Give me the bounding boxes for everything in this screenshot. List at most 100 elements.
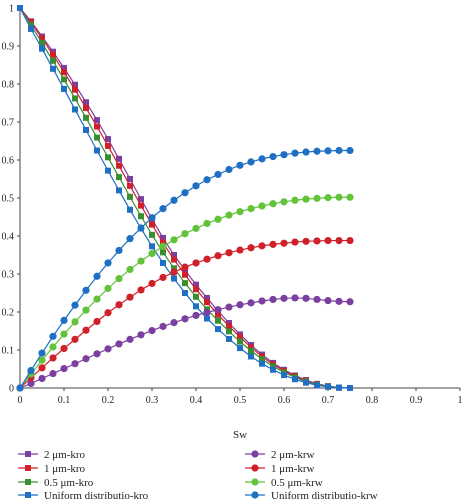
data-point [61,85,67,92]
legend-marker [251,464,259,472]
data-point [94,123,100,130]
data-point [159,273,167,282]
data-point [82,286,90,294]
legend-item: 0.5 μm-krw [245,477,323,489]
data-point [71,360,79,368]
data-point [16,384,24,392]
data-point [181,230,189,238]
data-point [116,162,122,169]
data-point [237,345,243,352]
data-point [105,136,111,143]
series-6 [16,193,354,392]
data-point [82,326,90,334]
data-point [94,147,100,154]
data-point [83,114,89,121]
data-point [93,295,101,303]
data-point [214,306,222,314]
data-point [335,193,343,201]
data-point [148,249,156,258]
x-tick-label: 0.7 [322,395,335,406]
x-axis-title: Sw [233,429,247,441]
data-point [291,149,299,157]
data-point [39,35,45,42]
legend-label: 2 μm-kro [44,449,86,461]
data-point [280,239,288,247]
data-point [115,301,123,309]
x-tick-label: 0.5 [234,395,247,406]
data-point [314,382,320,389]
data-point [346,298,354,306]
data-point [324,297,332,305]
data-point [170,319,178,327]
legend-item: Uniform distributio-kro [18,490,149,500]
data-point [269,240,277,248]
data-point [237,338,243,345]
data-point [137,286,145,294]
data-point [248,347,254,354]
data-point [71,318,79,326]
data-point [291,294,299,302]
data-point [225,249,233,257]
data-point [204,294,210,301]
series-line [19,7,351,389]
data-point [281,372,287,379]
data-point [182,280,188,287]
legend-label: 0.5 μm-kro [44,477,94,489]
data-point [60,330,68,338]
data-point [226,320,232,327]
series-4 [16,294,354,392]
x-tick-label: 0.1 [58,395,71,406]
data-point [61,65,67,72]
data-point [60,344,68,353]
data-point [116,187,122,194]
data-point [291,238,299,246]
data-point [214,252,222,260]
data-point [302,294,310,302]
data-point [313,147,321,155]
data-point [61,69,67,76]
series-7 [16,146,354,392]
data-point [49,343,57,351]
y-tick-label: 0.5 [2,194,15,205]
data-point [203,308,211,316]
data-point [138,202,144,209]
data-point [116,155,122,162]
data-point [60,365,68,373]
data-point [247,158,255,166]
data-point [105,154,111,161]
data-point [182,271,188,278]
data-point [258,242,266,250]
data-point [72,95,78,102]
data-point [17,5,23,11]
data-point [303,379,309,386]
data-point [247,205,255,213]
data-point [61,76,67,83]
data-point [72,106,78,113]
data-point [203,176,211,184]
data-point [302,195,310,203]
data-point [83,104,89,111]
data-point [93,350,101,358]
data-point [159,322,167,331]
legend-item: 1 μm-krw [245,463,315,475]
data-point [225,165,233,174]
data-point [149,221,155,228]
data-point [105,142,111,149]
data-point [159,242,167,250]
data-point [171,275,177,282]
data-point [335,236,343,245]
data-point [94,134,100,141]
data-point [38,364,46,372]
data-point [138,213,144,220]
x-tick-label: 0.8 [366,395,379,406]
data-point [192,182,200,190]
series-line [19,7,351,389]
data-point [324,147,332,155]
legend-item: 0.5 μm-kro [18,477,94,489]
data-point [170,196,178,204]
data-point [49,369,57,378]
data-point [214,215,222,223]
data-point [313,237,321,245]
data-point [160,249,166,256]
data-point [137,224,145,232]
